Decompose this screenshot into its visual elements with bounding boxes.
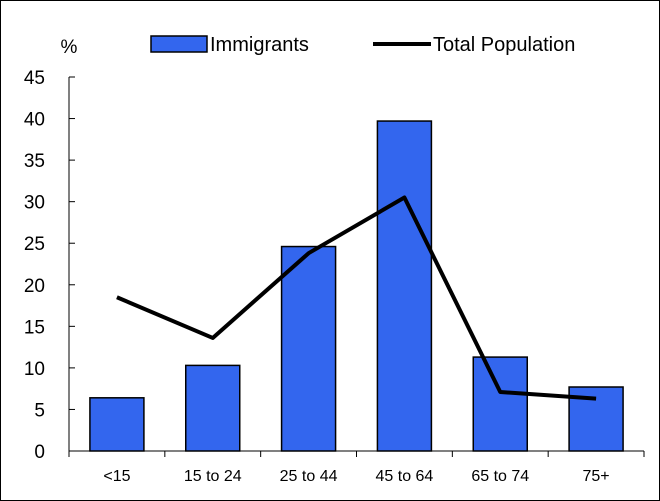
y-tick-label: 5 <box>34 400 45 421</box>
x-category-label: 25 to 44 <box>280 468 338 485</box>
y-axis: 0 5 10 15 20 25 30 35 40 45 <box>24 68 75 463</box>
x-category-label: 45 to 64 <box>376 468 434 485</box>
line-series <box>116 195 597 401</box>
y-tick-label: 25 <box>24 234 45 255</box>
bar-series <box>89 120 624 452</box>
x-axis: <15 15 to 24 25 to 44 45 to 64 65 to 74 75+ <box>68 450 645 485</box>
y-tick-label: 40 <box>24 110 45 131</box>
x-category-label: <15 <box>103 468 130 485</box>
y-tick-label: 30 <box>24 193 45 214</box>
y-tick-label: 45 <box>24 68 45 89</box>
bar-immigrants <box>89 397 145 452</box>
y-axis-unit-label: % <box>61 37 78 58</box>
legend: Immigrants Total Population <box>150 34 575 56</box>
y-tick-label: 35 <box>24 151 45 172</box>
x-category-label: 75+ <box>583 468 610 485</box>
x-category-label: 65 to 74 <box>471 468 529 485</box>
y-tick-label: 20 <box>24 276 45 297</box>
bar-immigrants <box>280 245 337 452</box>
bar-immigrants <box>376 120 433 452</box>
x-category-label: 15 to 24 <box>184 468 242 485</box>
bar-immigrants <box>185 364 241 452</box>
y-tick-label: 10 <box>24 359 45 380</box>
line-total-population <box>116 195 597 401</box>
legend-swatch-immigrants <box>150 35 208 53</box>
bar-immigrants <box>472 356 528 452</box>
legend-label-total-population: Total Population <box>433 34 575 56</box>
legend-label-immigrants: Immigrants <box>210 34 309 56</box>
y-tick-label: 0 <box>34 442 45 463</box>
y-tick-label: 15 <box>24 317 45 338</box>
